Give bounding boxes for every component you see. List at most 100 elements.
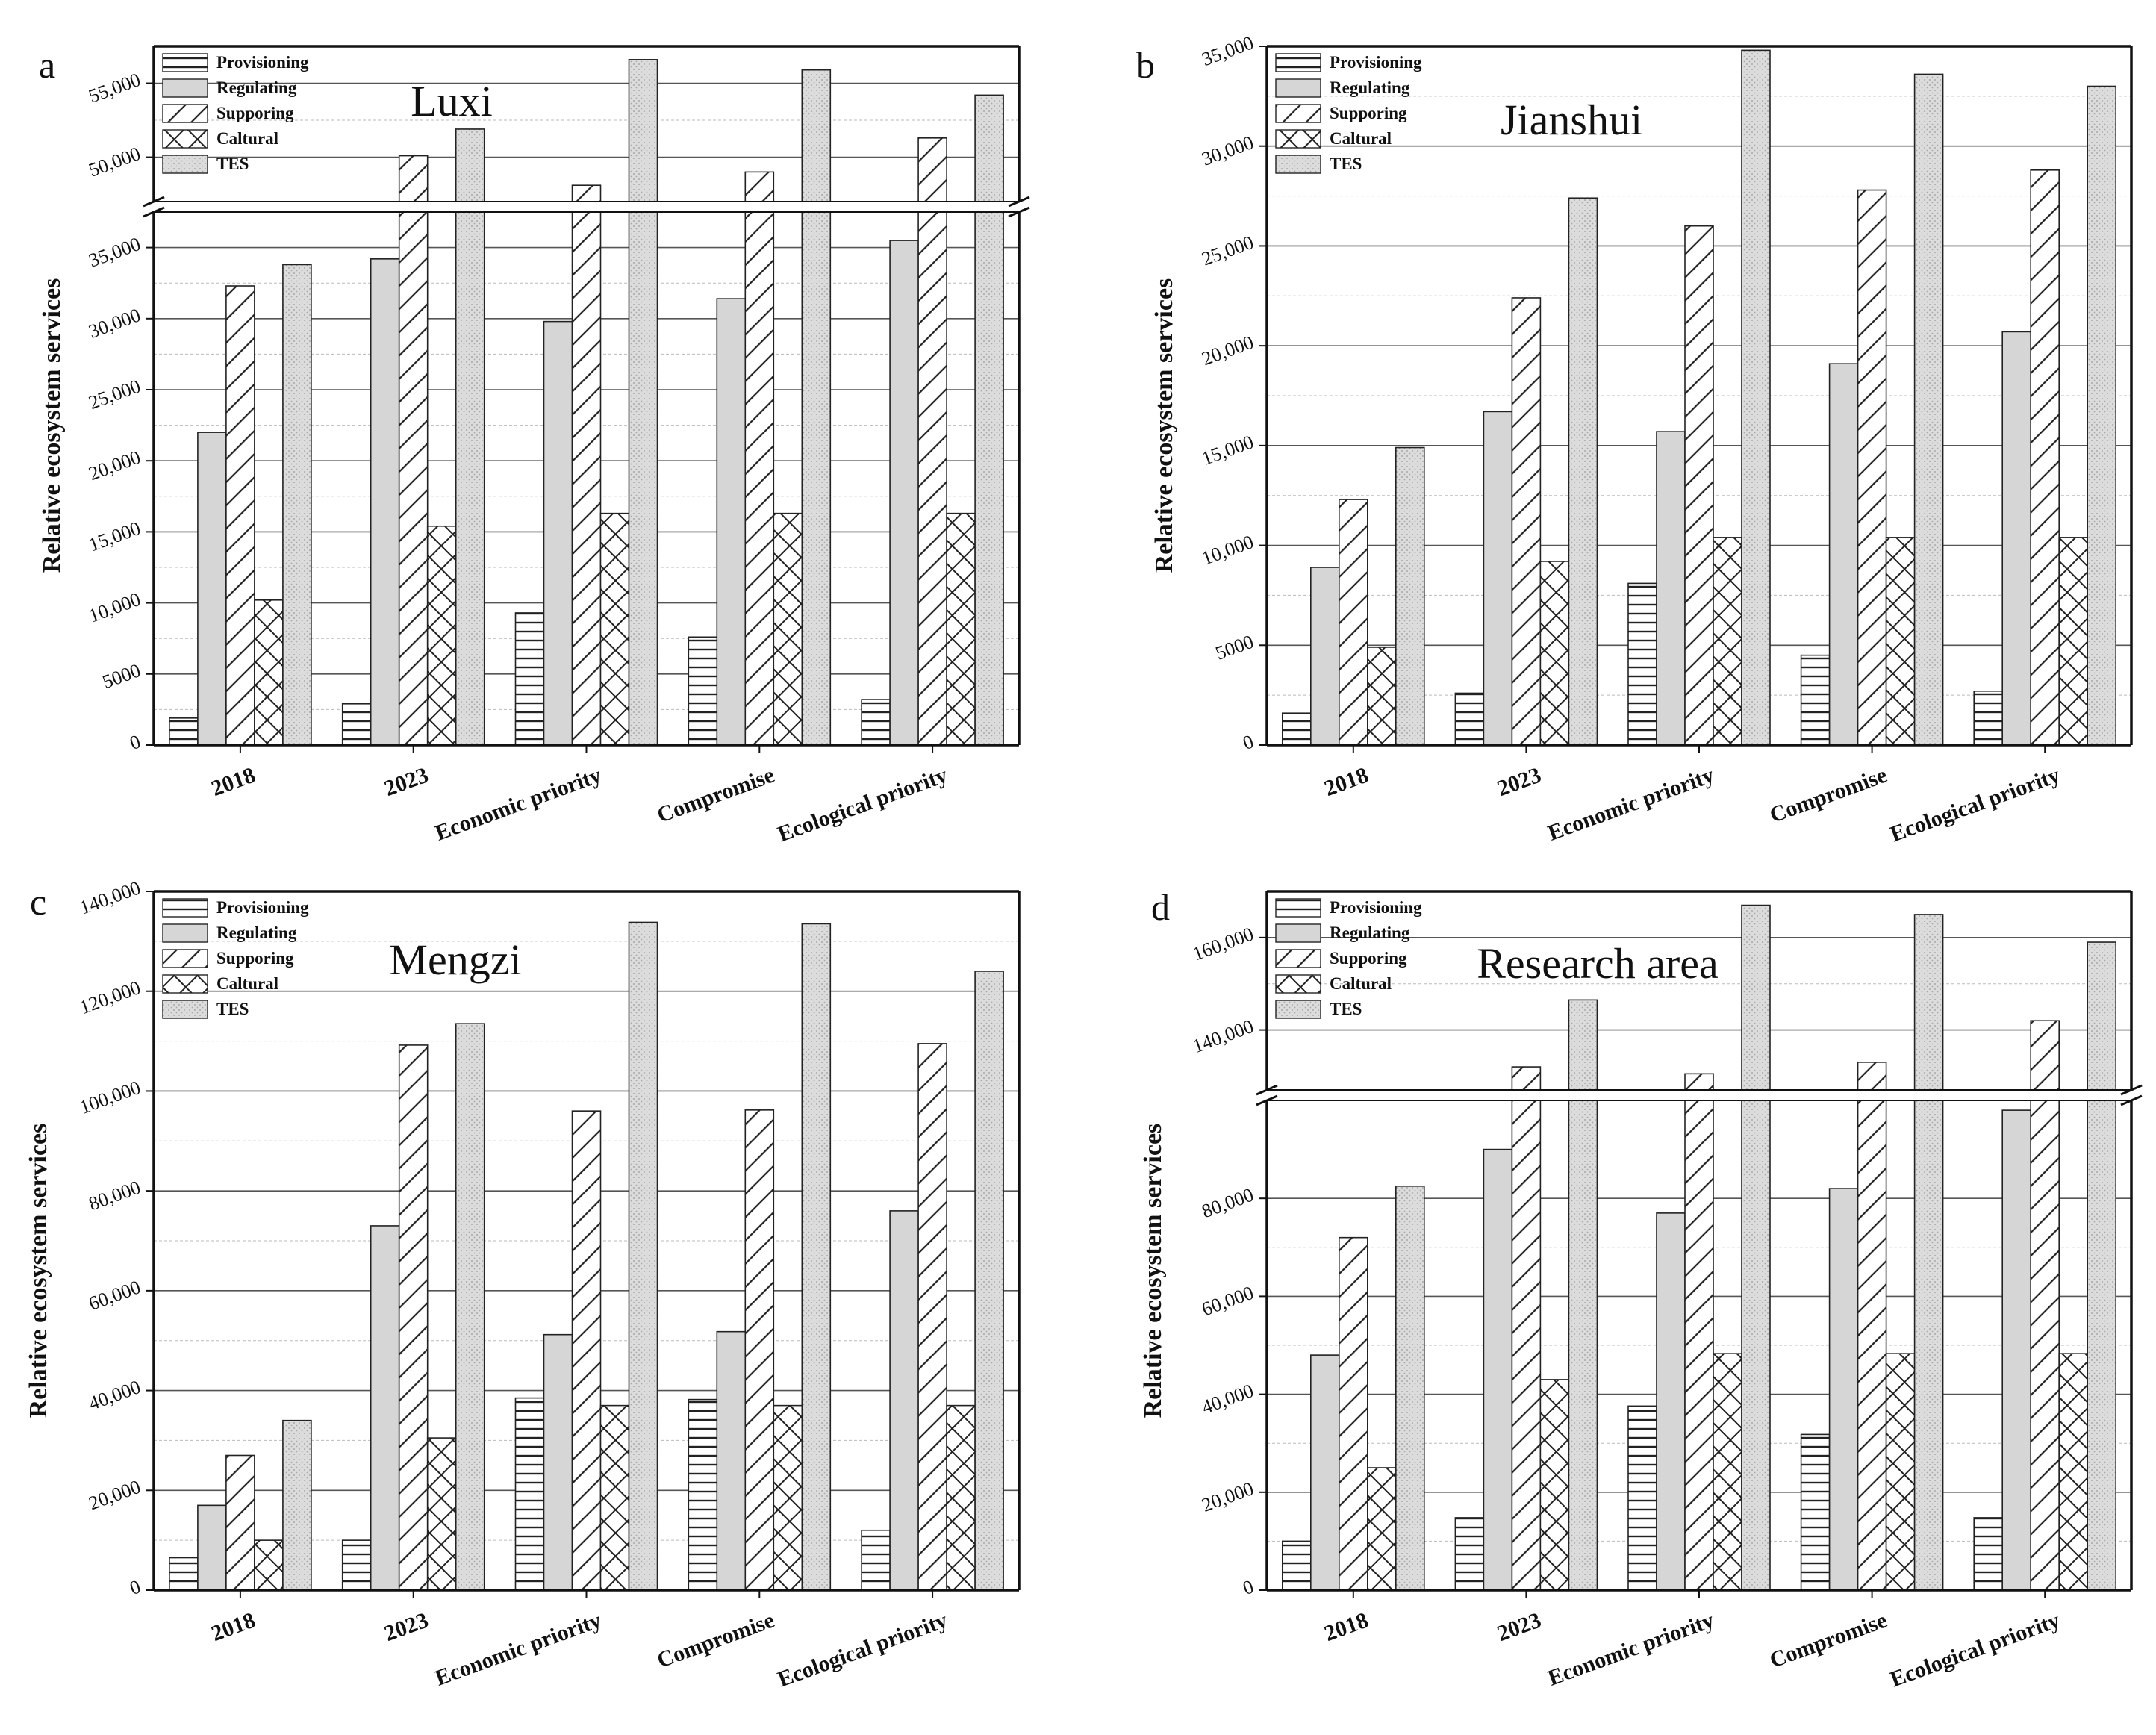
legend-swatch-provisioning xyxy=(1275,53,1321,72)
y-tick-label: 120,000 xyxy=(77,976,143,1018)
legend-label-supporing: Supporing xyxy=(216,104,294,122)
bar-tes-2023 xyxy=(455,128,485,746)
y-tick-label: 40,000 xyxy=(1199,1380,1256,1418)
y-tick-label: 30,000 xyxy=(1199,131,1256,170)
bar-supporing-ecological-priority xyxy=(2030,1020,2060,1591)
bar-regulating-economic-priority xyxy=(1656,1212,1686,1591)
bar-caltural-compromise xyxy=(1885,537,1916,746)
legend-label-caltural: Caltural xyxy=(1330,974,1392,993)
bar-regulating-2023 xyxy=(1483,1148,1513,1591)
bar-supporing-ecological-priority xyxy=(2030,169,2060,746)
bar-regulating-economic-priority xyxy=(543,320,573,746)
y-tick-label: 20,000 xyxy=(1199,1477,1256,1516)
x-tick-label: 2023 xyxy=(1494,1608,1545,1647)
x-tick-label: Ecological priority xyxy=(775,763,951,847)
y-axis-title: Relative ecosystem services xyxy=(1150,278,1178,573)
legend-swatch-regulating xyxy=(1275,923,1321,943)
bar-supporing-2023 xyxy=(1511,297,1542,746)
bar-caltural-ecological-priority xyxy=(946,1404,976,1591)
bar-tes-compromise xyxy=(801,923,832,1591)
x-tick-label: Ecological priority xyxy=(775,1608,951,1692)
bar-supporing-2023 xyxy=(398,155,429,746)
bar-provisioning-ecological-priority xyxy=(861,1529,891,1591)
bar-supporing-ecological-priority xyxy=(917,137,947,746)
bar-provisioning-economic-priority xyxy=(514,1397,545,1591)
bar-caltural-2018 xyxy=(254,1539,284,1591)
bar-regulating-2018 xyxy=(197,1504,227,1591)
bar-supporing-2023 xyxy=(398,1044,429,1591)
bar-provisioning-2023 xyxy=(341,1539,372,1591)
y-tick-label: 0 xyxy=(127,1575,143,1599)
bar-caltural-2023 xyxy=(1539,1379,1570,1591)
y-tick-label: 50,000 xyxy=(86,143,143,181)
y-tick-label: 160,000 xyxy=(1190,923,1256,965)
bar-provisioning-economic-priority xyxy=(1627,582,1657,746)
y-tick-label: 0 xyxy=(127,730,143,754)
bar-supporing-compromise xyxy=(1857,189,1887,746)
x-tick-label: 2018 xyxy=(1321,1608,1372,1647)
legend-label-supporing: Supporing xyxy=(1330,949,1407,968)
y-tick-label: 20,000 xyxy=(1199,331,1256,370)
bar-regulating-compromise xyxy=(716,298,747,746)
legend-swatch-provisioning xyxy=(162,898,208,918)
y-tick-label: 25,000 xyxy=(1199,231,1256,270)
legend-swatch-caltural xyxy=(1275,974,1321,994)
axis-break-gap xyxy=(139,202,1034,212)
bar-tes-2018 xyxy=(282,1419,312,1591)
y-tick-label: 10,000 xyxy=(86,588,143,627)
bar-caltural-compromise xyxy=(773,512,803,746)
bar-provisioning-economic-priority xyxy=(1627,1405,1657,1591)
y-axis-title: Relative ecosystem services xyxy=(38,278,66,573)
legend-label-supporing: Supporing xyxy=(216,949,294,968)
bar-caltural-2023 xyxy=(1539,561,1570,746)
x-tick-label: Economic priority xyxy=(1545,1608,1717,1691)
chart-panel-luxi: 0 5000 10,000 15,000 20,000 25,000 30,000 35,00… xyxy=(38,44,1034,847)
legend-swatch-supporing xyxy=(162,949,208,968)
y-tick-label: 100,000 xyxy=(77,1077,143,1118)
legend-swatch-regulating xyxy=(1275,78,1321,98)
bar-tes-2018 xyxy=(282,264,312,746)
legend-swatch-supporing xyxy=(1275,104,1321,123)
bar-tes-compromise xyxy=(1913,73,1944,746)
y-axis-title: Relative ecosystem services xyxy=(1139,1124,1167,1418)
x-tick-label: 2018 xyxy=(1321,763,1372,802)
x-tick-label: Compromise xyxy=(654,763,778,828)
bar-caltural-compromise xyxy=(1885,1353,1916,1591)
bar-provisioning-2018 xyxy=(169,1557,199,1591)
axis-break-gap xyxy=(1252,1090,2146,1100)
x-tick-label: 2018 xyxy=(208,763,259,802)
x-tick-label: Compromise xyxy=(654,1608,778,1673)
bar-caltural-ecological-priority xyxy=(946,512,976,746)
y-tick-label: 25,000 xyxy=(86,375,143,414)
x-tick-label: 2023 xyxy=(1494,763,1545,802)
bar-caltural-economic-priority xyxy=(1713,1353,1742,1591)
y-tick-label: 0 xyxy=(1240,1575,1256,1599)
bar-caltural-2023 xyxy=(426,1437,457,1591)
bar-regulating-ecological-priority xyxy=(889,1210,919,1591)
y-tick-label: 0 xyxy=(1240,730,1256,754)
legend-label-provisioning: Provisioning xyxy=(216,898,309,917)
y-tick-label: 80,000 xyxy=(1199,1184,1256,1223)
panel-letter: d xyxy=(1151,886,1170,928)
bar-supporing-2018 xyxy=(225,285,255,746)
legend-swatch-provisioning xyxy=(162,53,208,72)
bar-regulating-economic-priority xyxy=(1656,431,1686,746)
bar-regulating-2018 xyxy=(1310,567,1340,746)
bar-tes-2023 xyxy=(455,1023,485,1591)
bar-supporing-economic-priority xyxy=(1684,225,1714,746)
bar-regulating-compromise xyxy=(1828,363,1859,746)
bar-caltural-2018 xyxy=(1367,647,1397,746)
bar-regulating-2018 xyxy=(197,432,227,746)
x-tick-label: Compromise xyxy=(1766,763,1890,828)
bar-supporing-2023 xyxy=(1511,1066,1542,1591)
bar-provisioning-2023 xyxy=(1454,1517,1485,1591)
x-tick-label: Ecological priority xyxy=(1887,1608,2063,1692)
y-tick-label: 140,000 xyxy=(1190,1015,1256,1057)
legend-swatch-regulating xyxy=(162,923,208,943)
legend-label-tes: TES xyxy=(216,155,249,173)
legend-label-regulating: Regulating xyxy=(1330,78,1410,97)
bar-regulating-compromise xyxy=(716,1330,747,1591)
bar-supporing-2018 xyxy=(1339,1236,1368,1591)
legend-label-provisioning: Provisioning xyxy=(1330,53,1422,72)
y-tick-label: 5000 xyxy=(99,659,143,693)
